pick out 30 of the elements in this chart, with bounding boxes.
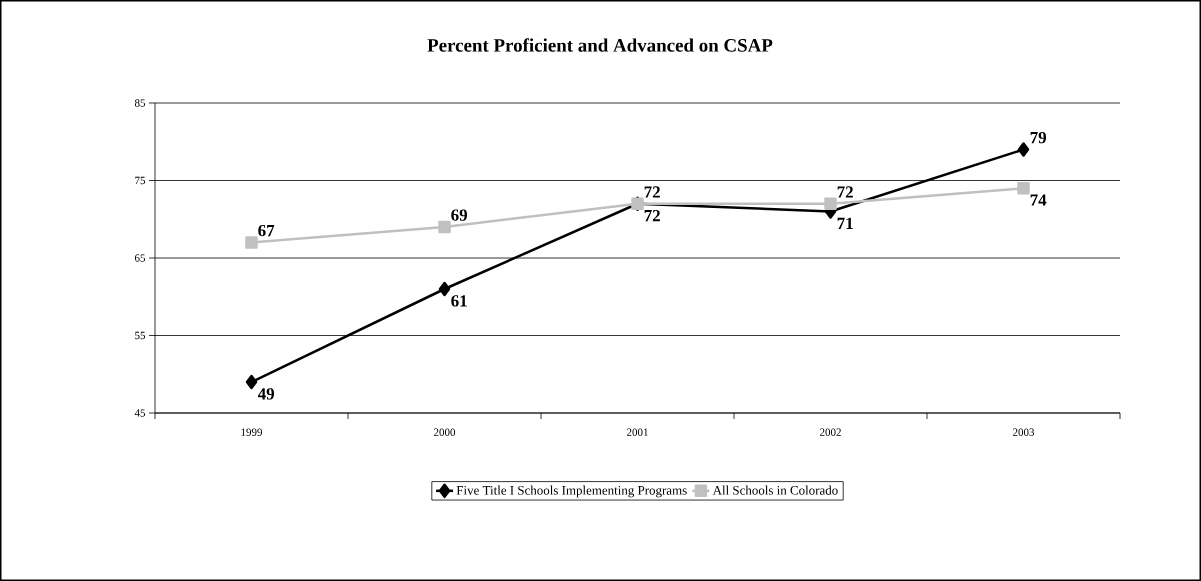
data-label: 71 [837, 217, 853, 229]
y-tick-label: 75 [135, 176, 146, 185]
data-label: 67 [258, 224, 275, 237]
data-label: 61 [451, 295, 467, 307]
legend-label: All Schools in Colorado [712, 485, 838, 495]
data-label: 72 [837, 186, 853, 198]
x-tick-label: 2000 [434, 428, 456, 436]
y-tick-label: 85 [134, 99, 146, 107]
x-tick-label: 2001 [627, 428, 648, 436]
data-label: 74 [1030, 194, 1047, 206]
point [245, 374, 258, 390]
chart-title: Percent Proficient and Advanced on CSAP [427, 38, 773, 52]
y-tick-label: 45 [134, 409, 146, 417]
legend-label: Five Title I Schools Implementing Programs [456, 485, 687, 498]
y-tick-label: 55 [135, 331, 146, 340]
data-label: 49 [257, 388, 275, 400]
point [1017, 142, 1030, 157]
data-label: 69 [451, 209, 468, 221]
data-label: 79 [1030, 131, 1047, 144]
data-label: 72 [644, 186, 660, 198]
point [438, 281, 451, 297]
data-label: 72 [644, 209, 660, 222]
x-tick-label: 1999 [241, 428, 263, 436]
point [824, 197, 837, 210]
x-tick-label: 2002 [820, 428, 841, 436]
y-tick-label: 65 [134, 254, 146, 262]
point [245, 236, 258, 249]
point [438, 220, 451, 234]
point [1017, 182, 1030, 195]
x-tick-label: 2003 [1013, 428, 1035, 436]
